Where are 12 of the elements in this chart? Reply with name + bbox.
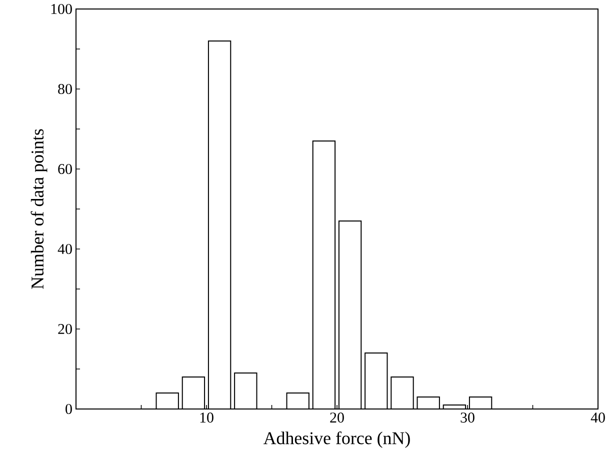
y-axis-title: Number of data points [30, 129, 48, 289]
y-tick-label: 40 [58, 244, 72, 254]
y-tick-label: 20 [58, 324, 72, 334]
y-tick-label: 60 [58, 164, 72, 174]
x-tick-label: 10 [200, 412, 214, 423]
y-tick-label: 100 [51, 4, 72, 14]
x-tick-label: 40 [590, 412, 605, 423]
y-tick-label: 80 [58, 84, 72, 94]
x-tick-label: 30 [460, 412, 474, 423]
x-tick-label: 20 [330, 412, 344, 423]
x-axis-title: Adhesive force (nN) [263, 431, 410, 448]
y-tick-label: 0 [66, 404, 72, 414]
